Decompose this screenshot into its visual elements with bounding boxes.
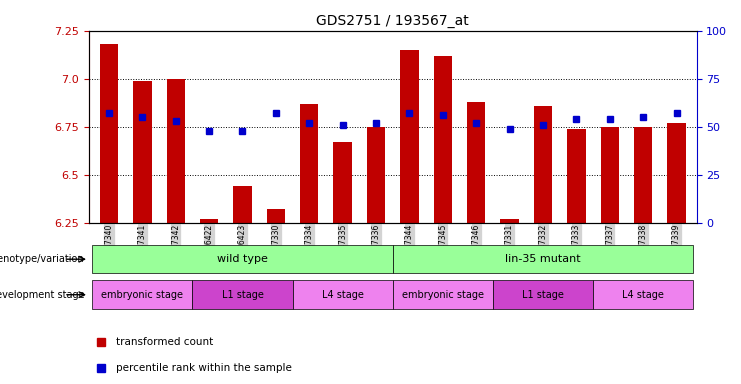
Text: GSM146423: GSM146423 <box>238 224 247 270</box>
Text: percentile rank within the sample: percentile rank within the sample <box>116 362 292 373</box>
Text: GSM147335: GSM147335 <box>338 224 347 270</box>
Bar <box>467 102 485 223</box>
Text: GSM147330: GSM147330 <box>271 224 280 270</box>
Text: GSM147339: GSM147339 <box>672 224 681 270</box>
FancyBboxPatch shape <box>593 280 693 310</box>
Text: GSM147342: GSM147342 <box>171 224 180 270</box>
Bar <box>267 209 285 223</box>
Text: L4 stage: L4 stage <box>622 290 664 300</box>
Text: GSM147346: GSM147346 <box>472 224 481 270</box>
Text: GSM147341: GSM147341 <box>138 224 147 270</box>
Bar <box>367 127 385 223</box>
Text: genotype/variation: genotype/variation <box>0 254 84 264</box>
Text: GSM147340: GSM147340 <box>104 224 113 270</box>
Text: GSM147336: GSM147336 <box>371 224 381 270</box>
FancyBboxPatch shape <box>193 280 293 310</box>
Text: GSM147337: GSM147337 <box>605 224 614 270</box>
FancyBboxPatch shape <box>393 280 493 310</box>
Bar <box>600 127 619 223</box>
Text: transformed count: transformed count <box>116 336 213 347</box>
Bar <box>668 123 685 223</box>
Bar <box>100 44 118 223</box>
Bar <box>433 56 452 223</box>
Text: GSM147344: GSM147344 <box>405 224 414 270</box>
Text: GSM147338: GSM147338 <box>639 224 648 270</box>
Bar <box>200 219 219 223</box>
FancyBboxPatch shape <box>493 280 593 310</box>
Text: L1 stage: L1 stage <box>522 290 564 300</box>
Bar <box>500 219 519 223</box>
Text: GSM147332: GSM147332 <box>539 224 548 270</box>
Text: GSM147334: GSM147334 <box>305 224 313 270</box>
Text: GSM147333: GSM147333 <box>572 224 581 270</box>
Text: embryonic stage: embryonic stage <box>102 290 183 300</box>
Bar <box>400 50 419 223</box>
Text: GSM146422: GSM146422 <box>205 224 213 270</box>
Title: GDS2751 / 193567_at: GDS2751 / 193567_at <box>316 14 469 28</box>
Text: wild type: wild type <box>217 254 268 264</box>
FancyBboxPatch shape <box>93 280 193 310</box>
Bar <box>167 79 185 223</box>
Bar <box>300 104 319 223</box>
Bar <box>634 127 652 223</box>
Text: L1 stage: L1 stage <box>222 290 264 300</box>
Text: L4 stage: L4 stage <box>322 290 364 300</box>
FancyBboxPatch shape <box>93 245 393 273</box>
Bar <box>333 142 352 223</box>
Text: lin-35 mutant: lin-35 mutant <box>505 254 581 264</box>
Bar <box>534 106 552 223</box>
Bar <box>133 81 151 223</box>
Bar <box>567 129 585 223</box>
FancyBboxPatch shape <box>293 280 393 310</box>
Text: embryonic stage: embryonic stage <box>402 290 484 300</box>
Bar <box>233 186 252 223</box>
Text: GSM147331: GSM147331 <box>505 224 514 270</box>
FancyBboxPatch shape <box>393 245 693 273</box>
Text: GSM147345: GSM147345 <box>439 224 448 270</box>
Text: development stage: development stage <box>0 290 84 300</box>
